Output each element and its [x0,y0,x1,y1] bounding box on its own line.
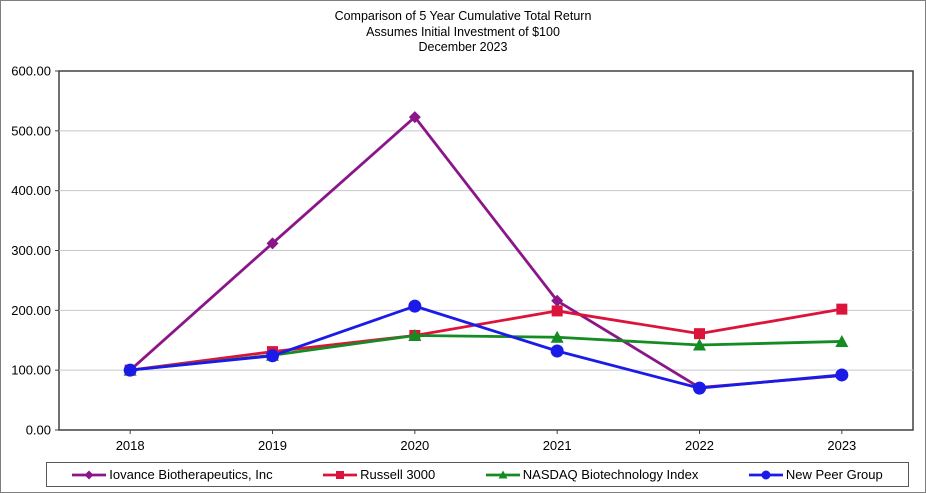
series-line [130,304,842,390]
legend-marker-diamond [84,470,94,479]
data-point-triangle [835,334,849,347]
data-point-circle [123,363,137,377]
legend-marker-triangle [498,470,508,478]
legend-marker-square [336,470,345,479]
series-line [129,307,843,372]
legend-label: NASDAQ Biotechnology Index [522,467,699,482]
legend-entry: Iovance Biotherapeutics, Inc [72,467,273,482]
data-point-triangle [550,330,564,343]
y-axis-label: 300.00 [11,243,51,258]
chart-title-line-2: Assumes Initial Investment of $100 [366,24,560,39]
y-axis-label: 200.00 [11,303,51,318]
data-point-circle [408,299,422,313]
data-point-square [551,305,563,317]
data-point-diamond [408,111,421,124]
legend-diamond-icon [72,470,107,479]
y-axis-label: 0.00 [26,423,51,438]
legend-entry: NASDAQ Biotechnology Index [485,467,699,482]
data-point-square [694,328,705,340]
y-axis-label: 500.00 [11,123,51,138]
chart-title-line-3: December 2023 [418,40,508,54]
data-point-triangle [693,338,706,351]
data-point-circle [266,349,279,363]
chart-legend: Iovance Biotherapeutics, Inc Russell 3000… [46,462,909,487]
data-point-diamond [266,237,279,250]
legend-label: Russell 3000 [360,467,436,482]
x-axis-label: 2023 [827,438,856,453]
data-point-circle [550,344,564,358]
legend-triangle-icon [485,470,520,478]
legend-entry: New Peer Group [748,467,883,482]
chart-title-block: Comparison of 5 Year Cumulative Total Re… [1,9,925,56]
y-axis-label: 100.00 [11,363,51,378]
data-point-circle [693,381,706,395]
data-point-diamond [551,294,564,307]
data-point-square [836,303,848,315]
legend-label: Iovance Biotherapeutics, Inc [109,467,273,482]
x-axis-label: 2020 [400,438,429,453]
data-point-circle [835,368,849,382]
legend-marker-circle [761,470,771,479]
x-axis-label: 2022 [685,438,714,453]
legend-entry: Russell 3000 [323,467,435,482]
legend-square-icon [323,470,358,479]
x-axis-label: 2018 [116,438,145,453]
x-axis-label: 2019 [258,438,287,453]
y-axis-label: 400.00 [11,183,51,198]
legend-label: New Peer Group [785,467,883,482]
legend-circle-icon [748,470,783,479]
chart-title-line-1: Comparison of 5 Year Cumulative Total Re… [334,9,592,23]
x-axis-label: 2021 [543,438,572,453]
data-point-triangle [408,328,422,341]
y-axis-label: 600.00 [11,64,51,79]
